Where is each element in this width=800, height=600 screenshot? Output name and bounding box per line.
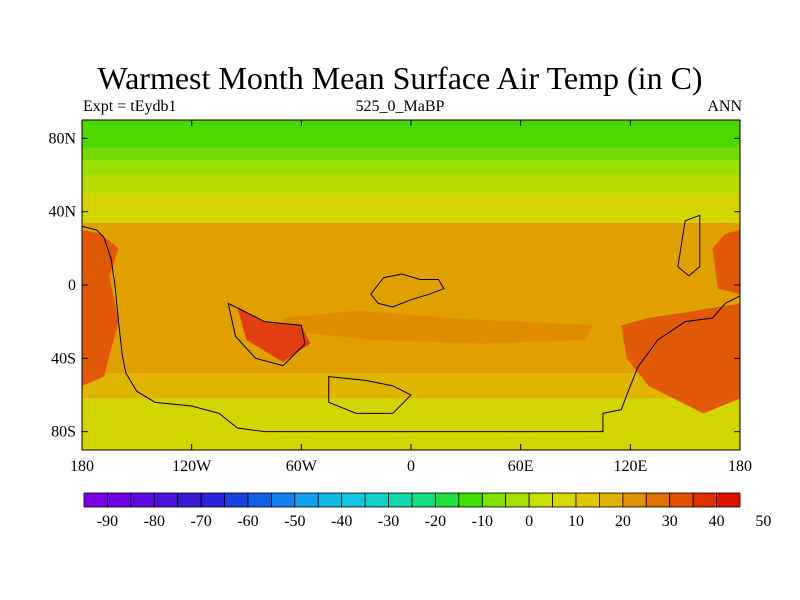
colorbar-label: -10 [472, 513, 493, 530]
latitude-ticks: 80N 40N 0 40S 80S [48, 130, 740, 441]
colorbar-swatch [107, 492, 132, 508]
colorbar-label: -30 [378, 513, 399, 530]
colorbar: -90 -80 -70 -60 -50 -40 -30 -20 -10 0 10 20 30 40 50 [83, 492, 771, 530]
colorbar-swatch [177, 492, 202, 508]
coastline-west-continent [82, 225, 740, 433]
longitude-ticks: 180 120W 60W 0 60E 120E 180 [70, 120, 752, 475]
colorbar-swatch [528, 492, 553, 508]
lon-tick-label: 180 [70, 458, 94, 475]
tropical-warm-tongue [283, 310, 594, 344]
colorbar-label: -40 [331, 513, 352, 530]
colorbar-label: 30 [662, 513, 678, 530]
colorbar-swatch [83, 492, 108, 508]
lon-tick-label: 120E [613, 458, 647, 475]
colorbar-label: 50 [755, 513, 771, 530]
colorbar-swatch [271, 492, 296, 508]
colorbar-swatch [481, 492, 507, 508]
colorbar-label: 40 [709, 513, 725, 530]
lat-tick-label: 80N [48, 130, 76, 147]
colorbar-swatch [388, 492, 413, 508]
inland-warm [237, 307, 311, 362]
east-rim-warm [712, 230, 740, 295]
lat-tick-label: 80S [51, 424, 76, 441]
colorbar-swatch [552, 492, 577, 508]
lon-tick-label: 180 [728, 458, 752, 475]
colorbar-swatch [411, 492, 436, 508]
time-label: 525_0_MaBP [355, 98, 445, 115]
colorbar-swatch [130, 492, 155, 508]
west-coast-warm [82, 230, 119, 386]
lon-tick-label: 0 [407, 458, 415, 475]
temperature-band-3 [82, 175, 740, 194]
temperature-band-4 [82, 193, 740, 223]
coastline-central-island [370, 273, 445, 308]
temperature-band-7 [82, 398, 740, 450]
lat-tick-label: 0 [68, 277, 76, 294]
coastline-southern-island [328, 376, 412, 414]
colorbar-swatch [645, 492, 671, 508]
colorbar-swatch [622, 492, 647, 508]
colorbar-swatch [364, 492, 389, 508]
colorbar-label: -70 [190, 513, 211, 530]
colorbar-label: -20 [425, 513, 446, 530]
lon-tick-label: 60E [508, 458, 534, 475]
colorbar-swatch [435, 492, 460, 508]
colorbar-label: -50 [284, 513, 305, 530]
colorbar-label: 20 [615, 513, 631, 530]
period-label: ANN [707, 98, 742, 115]
lon-tick-label: 60W [286, 458, 318, 475]
temperature-band-1 [82, 147, 740, 161]
colorbar-swatch [341, 492, 366, 508]
coastline-inner-lake [227, 302, 306, 367]
colorbar-label: -80 [144, 513, 165, 530]
colorbar-label: -60 [237, 513, 258, 530]
colorbar-swatch [200, 492, 225, 508]
colorbar-label: -90 [97, 513, 118, 530]
colorbar-swatch [575, 492, 600, 508]
map-title: Warmest Month Mean Surface Air Temp (in … [97, 60, 703, 96]
coastline-eastern-island [677, 214, 701, 277]
colorbar-swatch [247, 492, 272, 508]
colorbar-swatch [716, 492, 741, 508]
lat-tick-label: 40N [48, 204, 76, 221]
coastline-layer [82, 214, 740, 433]
experiment-label: Expt = tEydb1 [83, 98, 177, 115]
lon-tick-label: 120W [172, 458, 212, 475]
colorbar-swatch [458, 492, 483, 508]
colorbar-label: 10 [568, 513, 584, 530]
temperature-field [82, 120, 740, 450]
east-continent-warm [621, 303, 740, 414]
colorbar-swatch [153, 492, 179, 508]
colorbar-swatch [692, 492, 717, 508]
temperature-band-2 [82, 160, 740, 175]
colorbar-swatch [599, 492, 624, 508]
colorbar-swatch [669, 492, 694, 508]
colorbar-swatch [224, 492, 249, 508]
colorbar-label: 0 [525, 513, 533, 530]
colorbar-swatch [317, 492, 343, 508]
lat-tick-label: 40S [51, 350, 76, 367]
colorbar-swatch [294, 492, 319, 508]
colorbar-swatch [505, 492, 530, 508]
